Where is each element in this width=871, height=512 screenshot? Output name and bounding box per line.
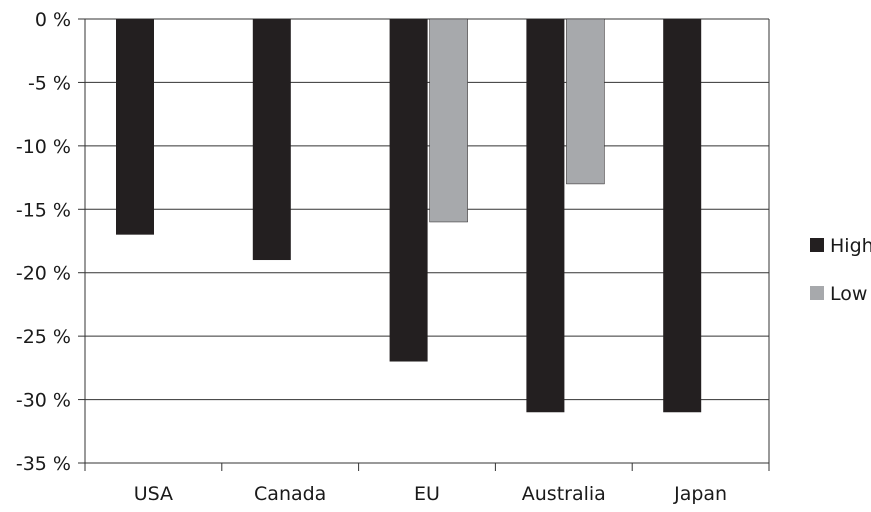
y-tick-label: -10 %	[16, 136, 71, 158]
y-tick-label: 0 %	[35, 9, 71, 31]
x-tick-label: Canada	[254, 483, 326, 505]
bars	[116, 18, 702, 413]
legend-swatch-low	[810, 286, 824, 300]
legend-label-low: Low	[830, 283, 867, 305]
x-tick-label: Japan	[673, 483, 727, 505]
y-tick-label: -15 %	[16, 199, 71, 221]
y-tick-label: -30 %	[16, 390, 71, 412]
bar-high-japan	[663, 19, 702, 413]
x-tick-label: USA	[134, 483, 173, 505]
x-tick-label: Australia	[522, 483, 606, 505]
bar-low-eu	[429, 18, 468, 223]
y-tick-label: -20 %	[16, 263, 71, 285]
y-axis-tick-labels: 0 % -5 % -10 % -15 % -20 % -25 % -30 % -35 %	[16, 9, 71, 475]
bar-high-australia	[526, 19, 565, 413]
bar-high-eu	[389, 19, 428, 362]
y-tick-label: -5 %	[28, 72, 71, 94]
bar-low-australia	[566, 18, 605, 185]
legend: High Low	[810, 235, 871, 305]
x-axis-tick-labels: USA Canada EU Australia Japan	[134, 483, 727, 505]
legend-swatch-high	[810, 238, 824, 252]
bar-high-canada	[252, 19, 291, 261]
y-tick-label: -25 %	[16, 326, 71, 348]
bar-high-usa	[116, 19, 154, 235]
x-tick-label: EU	[414, 483, 440, 505]
legend-label-high: High	[830, 235, 871, 257]
y-tick-label: -35 %	[16, 453, 71, 475]
axes	[78, 18, 770, 471]
